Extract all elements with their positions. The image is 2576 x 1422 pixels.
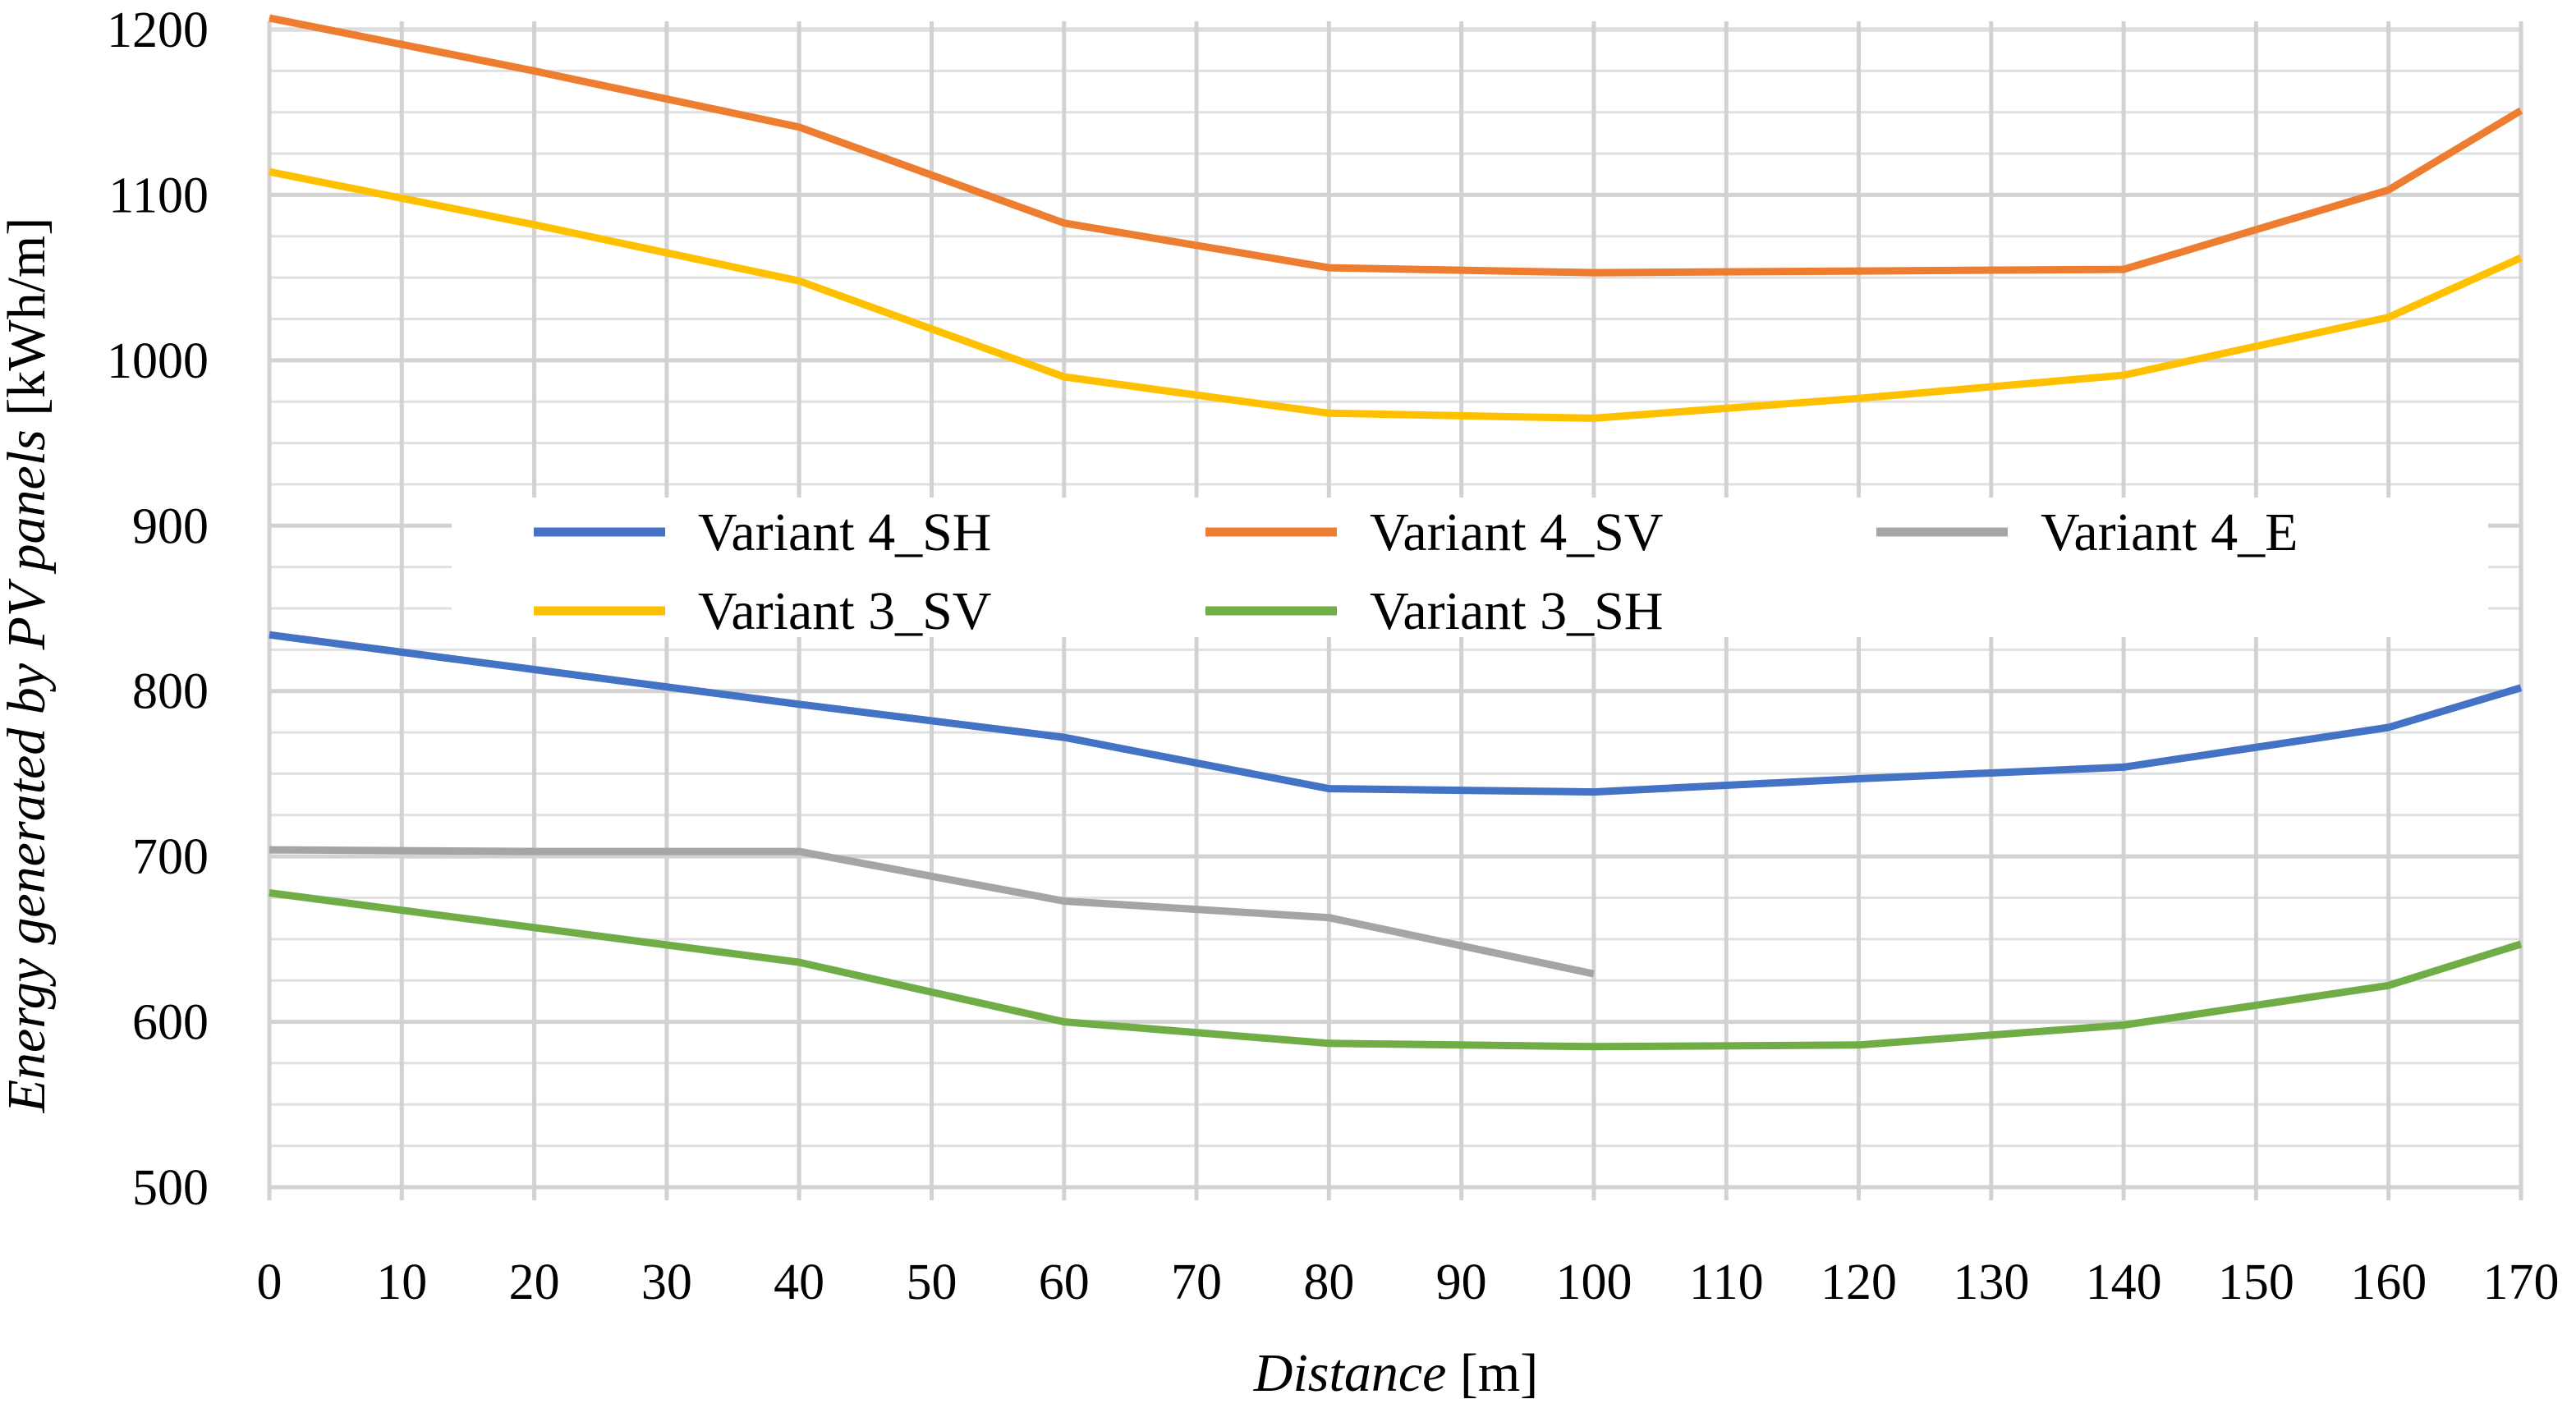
y-tick-label: 1100 (108, 167, 209, 223)
y-tick-labels: 500 600 700 800 900 1000 1100 1200 (107, 2, 209, 1216)
y-tick-label: 800 (132, 664, 209, 720)
x-tick-label: 140 (2086, 1255, 2162, 1310)
series-line-2 (269, 846, 1595, 978)
legend-label-0: Variant 4_SH (698, 502, 991, 562)
x-tick-label: 0 (257, 1255, 282, 1310)
y-tick-label: 1200 (107, 2, 209, 58)
x-tick-label: 150 (2218, 1255, 2294, 1310)
series-line-3 (269, 167, 2523, 422)
legend-label-3: Variant 3_SV (698, 581, 991, 641)
y-axis-title-unit-text: [kWh/m] (0, 218, 57, 416)
x-tick-label: 130 (1953, 1255, 2029, 1310)
legend-label-2: Variant 4_E (2041, 502, 2298, 562)
x-tick-label: 170 (2483, 1255, 2560, 1310)
y-tick-label: 700 (132, 829, 209, 885)
series-lines (269, 14, 2523, 1051)
x-tick-label: 10 (376, 1255, 427, 1310)
y-tick-label: 600 (132, 995, 209, 1051)
x-tick-label: 110 (1689, 1255, 1764, 1310)
x-axis-title-unit-text: [m] (1460, 1343, 1538, 1403)
x-axis-title: Distance [m] (1253, 1343, 1538, 1403)
legend: Variant 4_SH Variant 4_SV Variant 4_E Varia… (452, 498, 2488, 641)
legend-label-4: Variant 3_SH (1370, 581, 1663, 641)
legend-background (452, 498, 2488, 637)
x-tick-label: 80 (1303, 1255, 1354, 1310)
x-axis-title-main: Distance (1253, 1343, 1447, 1403)
x-tick-label: 40 (774, 1255, 824, 1310)
series-line-1 (269, 14, 2523, 277)
x-tick-label: 100 (1555, 1255, 1632, 1310)
x-tick-label: 120 (1821, 1255, 1897, 1310)
y-tick-label: 900 (132, 498, 209, 554)
y-axis-title: Energy generated by PV panels [kWh/m] (0, 218, 57, 1114)
x-tick-label: 160 (2350, 1255, 2427, 1310)
series-line-0 (269, 631, 2523, 796)
series-line-4 (269, 889, 2523, 1051)
x-tick-label: 50 (906, 1255, 957, 1310)
legend-label-1: Variant 4_SV (1370, 502, 1663, 562)
y-tick-label: 1000 (107, 333, 209, 389)
y-axis-title-main: Energy generated by PV panels (0, 429, 57, 1113)
x-tick-labels: 0 10 20 30 40 50 60 70 80 90 100 110 120 130 140 150 160… (257, 1255, 2560, 1310)
x-tick-label: 30 (641, 1255, 692, 1310)
x-tick-label: 60 (1039, 1255, 1090, 1310)
x-tick-label: 90 (1436, 1255, 1487, 1310)
x-tick-label: 20 (509, 1255, 560, 1310)
y-tick-label: 500 (132, 1160, 209, 1216)
x-tick-label: 70 (1171, 1255, 1222, 1310)
